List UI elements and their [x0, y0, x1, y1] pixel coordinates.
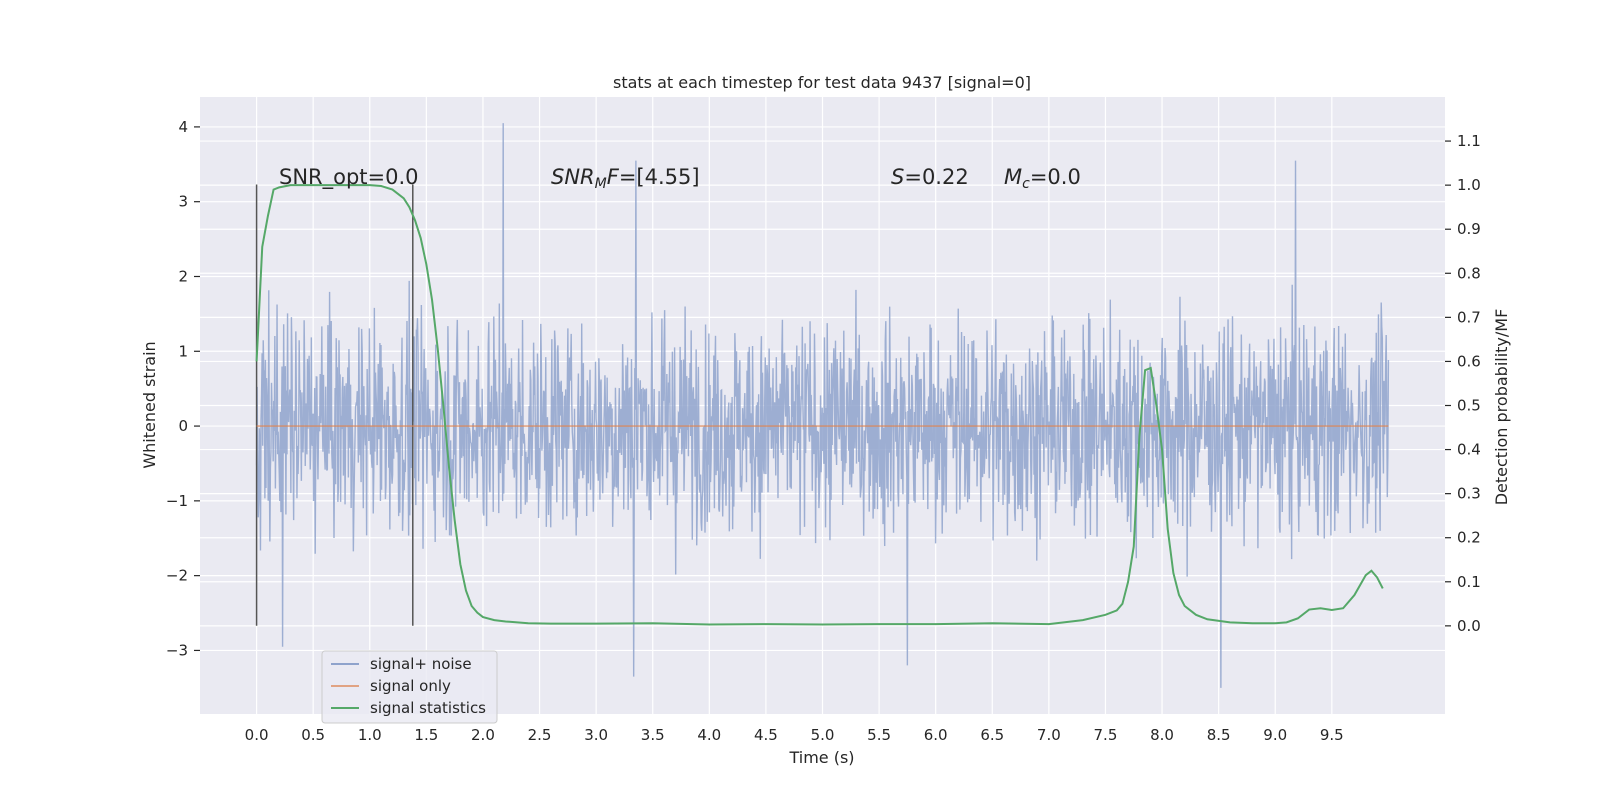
chart-title: stats at each timestep for test data 943…: [613, 73, 1031, 92]
x-tick-label: 3.5: [641, 726, 665, 744]
y-left-tick-label: −1: [166, 492, 188, 510]
x-tick-label: 1.0: [358, 726, 382, 744]
y-right-tick-label: 0.3: [1457, 485, 1481, 503]
y-right-tick-label: 0.4: [1457, 441, 1481, 459]
y-right-tick-label: 1.0: [1457, 176, 1481, 194]
x-tick-label: 9.5: [1320, 726, 1344, 744]
y-right-tick-labels: 0.0 0.1 0.2 0.3 0.4 0.5 0.6 0.7 0.8 0.9 1.0 1.1: [1445, 132, 1481, 635]
y-left-tick-label: 1: [178, 342, 188, 360]
y-axis-label-left: Whitened strain: [140, 341, 159, 468]
y-left-tick-labels: −3 −2 −1 0 1 2 3 4: [166, 118, 200, 659]
y-right-tick-label: 0.7: [1457, 308, 1481, 326]
y-left-tick-label: 2: [178, 267, 188, 285]
annotation-snr-mf: SNRMF=[4.55]: [551, 165, 700, 192]
y-right-tick-label: 0.0: [1457, 617, 1481, 635]
x-tick-label: 1.5: [414, 726, 438, 744]
x-tick-label: 6.5: [980, 726, 1004, 744]
x-tick-label: 4.0: [697, 726, 721, 744]
x-tick-label: 2.0: [471, 726, 495, 744]
y-left-tick-label: −2: [166, 567, 188, 585]
x-tick-label: 2.5: [528, 726, 552, 744]
y-left-tick-label: 4: [178, 118, 188, 136]
legend-label-signal-only: signal only: [370, 677, 451, 695]
y-left-tick-label: 0: [178, 417, 188, 435]
x-tick-label: 5.5: [867, 726, 891, 744]
y-left-tick-label: 3: [178, 193, 188, 211]
x-tick-label: 0.5: [301, 726, 325, 744]
x-tick-labels: 0.0 0.5 1.0 1.5 2.0 2.5 3.0 3.5 4.0 4.5 5.0 5.5 6.0 6…: [245, 726, 1344, 744]
x-tick-label: 9.0: [1263, 726, 1287, 744]
y-right-tick-label: 0.6: [1457, 352, 1481, 370]
legend-label-statistics: signal statistics: [370, 699, 486, 717]
x-tick-label: 3.0: [584, 726, 608, 744]
y-right-tick-label: 0.8: [1457, 264, 1481, 282]
y-right-tick-label: 0.2: [1457, 529, 1481, 547]
y-right-tick-label: 0.9: [1457, 220, 1481, 238]
x-tick-label: 8.0: [1150, 726, 1174, 744]
x-tick-label: 5.0: [811, 726, 835, 744]
annotation-snr-opt: SNR_opt=0.0: [279, 165, 419, 190]
legend-label-noise: signal+ noise: [370, 655, 472, 673]
legend: signal+ noise signal only signal statist…: [321, 650, 498, 724]
x-tick-label: 8.5: [1207, 726, 1231, 744]
x-tick-label: 6.0: [924, 726, 948, 744]
y-axis-label-right: Detection probability/MF: [1492, 309, 1511, 506]
legend-box: [321, 650, 498, 724]
annotation-mc: Mc=0.0: [1004, 165, 1081, 192]
x-tick-label: 7.5: [1094, 726, 1118, 744]
y-right-tick-label: 0.1: [1457, 573, 1481, 591]
x-tick-label: 0.0: [245, 726, 269, 744]
x-tick-label: 4.5: [754, 726, 778, 744]
signal-statistics-line: [255, 184, 1384, 626]
noise-path: [255, 123, 1390, 688]
vertical-markers: [255, 184, 414, 626]
x-tick-label: 7.0: [1037, 726, 1061, 744]
y-left-tick-label: −3: [166, 641, 188, 659]
x-axis-label: Time (s): [788, 748, 854, 767]
y-right-tick-label: 1.1: [1457, 132, 1481, 150]
noise-series: [255, 123, 1390, 688]
annotation-s: S=0.22: [891, 165, 969, 189]
y-right-tick-label: 0.5: [1457, 397, 1481, 415]
